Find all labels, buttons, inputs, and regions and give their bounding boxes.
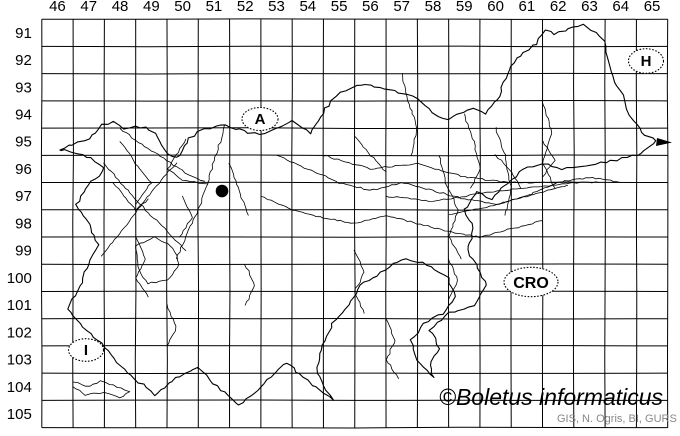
svg-text:104: 104: [7, 379, 32, 396]
svg-text:46: 46: [49, 0, 66, 15]
svg-text:95: 95: [15, 134, 32, 151]
svg-text:61: 61: [519, 0, 536, 15]
svg-text:A: A: [255, 111, 266, 128]
svg-text:98: 98: [15, 215, 32, 232]
svg-text:60: 60: [487, 0, 504, 15]
svg-text:65: 65: [644, 0, 661, 15]
svg-text:62: 62: [550, 0, 567, 15]
svg-text:59: 59: [456, 0, 473, 15]
svg-text:63: 63: [581, 0, 598, 15]
svg-text:©Boletus informaticus: ©Boletus informaticus: [439, 384, 664, 410]
svg-text:H: H: [641, 53, 652, 70]
svg-text:94: 94: [15, 106, 32, 123]
svg-text:53: 53: [268, 0, 285, 15]
svg-text:47: 47: [80, 0, 97, 15]
svg-text:101: 101: [7, 297, 32, 314]
svg-text:49: 49: [143, 0, 160, 15]
svg-text:CRO: CRO: [513, 275, 549, 292]
svg-text:99: 99: [15, 243, 32, 260]
svg-text:58: 58: [425, 0, 442, 15]
svg-text:GIS, N. Ogris, BI, GURS: GIS, N. Ogris, BI, GURS: [557, 413, 677, 425]
svg-text:103: 103: [7, 352, 32, 369]
svg-text:91: 91: [15, 25, 32, 42]
svg-text:52: 52: [237, 0, 254, 15]
svg-text:64: 64: [612, 0, 629, 15]
svg-text:51: 51: [206, 0, 223, 15]
svg-text:54: 54: [299, 0, 316, 15]
svg-text:97: 97: [15, 188, 32, 205]
svg-text:100: 100: [7, 270, 32, 287]
svg-text:48: 48: [112, 0, 129, 15]
svg-text:57: 57: [393, 0, 410, 15]
svg-text:50: 50: [174, 0, 191, 15]
svg-text:93: 93: [15, 79, 32, 96]
svg-text:55: 55: [331, 0, 348, 15]
svg-text:56: 56: [362, 0, 379, 15]
svg-text:I: I: [84, 342, 88, 359]
svg-text:105: 105: [7, 406, 32, 423]
svg-text:102: 102: [7, 324, 32, 341]
svg-text:96: 96: [15, 161, 32, 178]
svg-text:92: 92: [15, 52, 32, 69]
